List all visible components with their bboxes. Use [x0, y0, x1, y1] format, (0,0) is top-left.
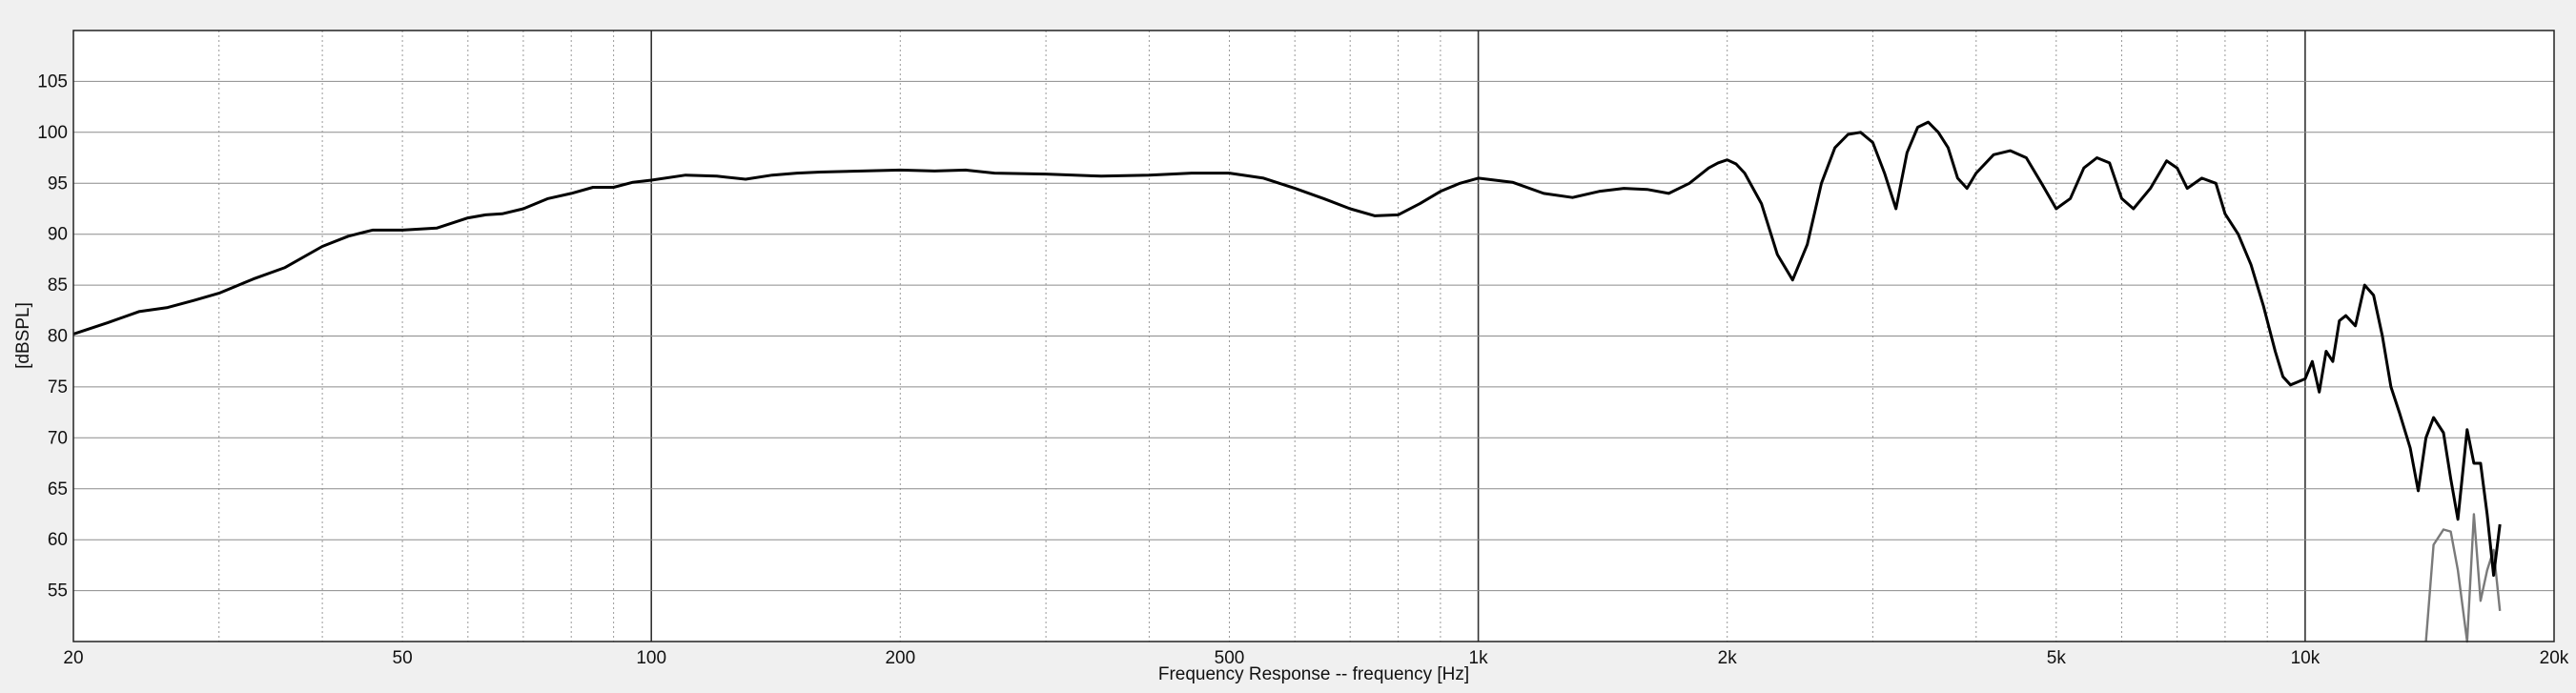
plot-frame	[72, 30, 2555, 642]
y-tick-label: 70	[48, 428, 68, 448]
x-tick-label: 500	[1215, 648, 1245, 668]
y-tick-label: 90	[48, 225, 68, 245]
x-tick-label: 100	[636, 648, 666, 668]
y-tick-label: 80	[48, 327, 68, 347]
x-tick-label: 10k	[2291, 648, 2320, 668]
y-tick-label: 60	[48, 530, 68, 550]
y-axis-label: [dBSPL]	[13, 302, 33, 369]
series-line	[72, 120, 2502, 578]
x-tick-label: 200	[885, 648, 915, 668]
x-tick-label: 20k	[2540, 648, 2569, 668]
x-tick-label: 50	[393, 648, 413, 668]
x-tick-label: 2k	[1718, 648, 1738, 668]
y-tick-label: 75	[48, 377, 68, 397]
y-tick-label: 55	[48, 581, 68, 601]
y-tick-labels: 55 60 65 70 75 80 85 90 95 100 105	[37, 71, 68, 601]
grid-lines	[73, 31, 2554, 642]
x-tick-labels: 20 50 100 200 500 1k 2k 5k 10k 20k	[63, 648, 2568, 668]
x-axis-label: Frequency Response -- frequency [Hz]	[1158, 664, 1469, 684]
x-tick-label: 1k	[1469, 648, 1489, 668]
y-tick-label: 100	[37, 123, 68, 143]
y-tick-label: 65	[48, 479, 68, 499]
x-tick-label: 20	[63, 648, 83, 668]
x-tick-label: 5k	[2047, 648, 2067, 668]
y-tick-label: 105	[37, 71, 68, 92]
y-tick-label: 95	[48, 173, 68, 194]
y-tick-label: 85	[48, 275, 68, 296]
